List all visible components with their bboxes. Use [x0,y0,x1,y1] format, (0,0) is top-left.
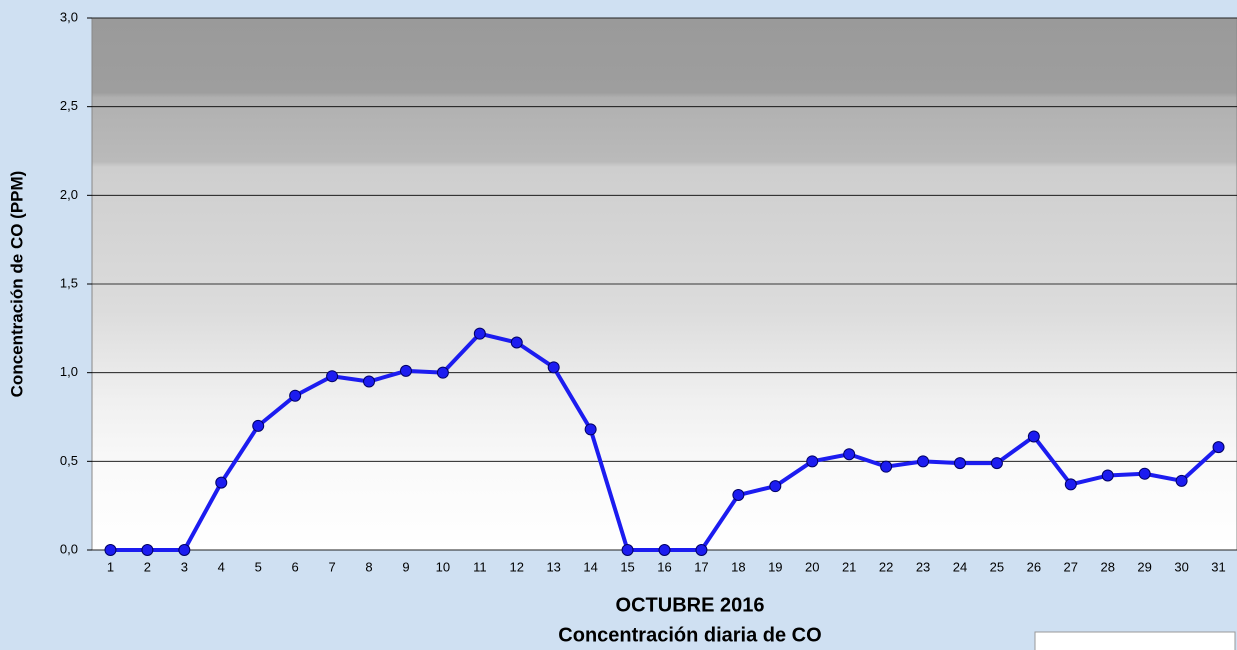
data-point [990,457,1003,470]
x-tick-label: 11 [473,559,487,574]
data-point [1101,469,1114,482]
x-tick-label: 25 [990,559,1004,574]
x-tick-label: 10 [436,559,450,574]
data-point [547,361,560,374]
data-point [215,476,228,489]
data-point [953,457,966,470]
x-tick-label: 31 [1211,559,1225,574]
data-point [806,455,819,468]
y-tick-label: 0,5 [60,453,78,468]
x-tick-label: 23 [916,559,930,574]
x-tick-label: 26 [1027,559,1041,574]
x-tick-label: 20 [805,559,819,574]
x-tick-label: 15 [620,559,634,574]
x-tick-label: 27 [1064,559,1078,574]
y-tick-label: 0,0 [60,541,78,556]
x-tick-label: 8 [365,559,372,574]
data-point [363,375,376,388]
data-point [436,366,449,379]
x-tick-label: 4 [218,559,225,574]
x-tick-label: 21 [842,559,856,574]
data-point [695,544,708,556]
x-tick-label: 28 [1100,559,1114,574]
data-point [658,544,671,556]
data-point [621,544,634,556]
x-tick-label: 9 [402,559,409,574]
data-point [584,423,597,436]
data-point [141,544,154,556]
y-tick-label: 1,5 [60,275,78,290]
data-point [769,480,782,493]
x-tick-label: 13 [546,559,560,574]
y-tick-label: 2,5 [60,98,78,113]
data-point [252,419,265,432]
data-point [1064,478,1077,491]
x-tick-label: 30 [1174,559,1188,574]
x-tick-label: 1 [107,559,114,574]
data-point [1212,441,1225,454]
x-tick-label: 22 [879,559,893,574]
x-tick-label: 2 [144,559,151,574]
data-point [1027,430,1040,443]
data-point [104,544,117,556]
y-axis-title: Concentración de CO (PPM) [7,171,26,398]
x-tick-label: 24 [953,559,967,574]
data-point [1175,474,1188,487]
data-point [1138,467,1151,480]
chart-subtitle: Concentración diaria de CO [558,624,821,646]
data-point [880,460,893,473]
x-tick-label: 5 [255,559,262,574]
data-point [843,448,856,461]
x-tick-label: 3 [181,559,188,574]
x-tick-label: 19 [768,559,782,574]
x-tick-label: 12 [510,559,524,574]
data-point [289,389,302,402]
legend-box [1034,631,1236,650]
data-point [326,370,339,383]
data-point [732,489,745,502]
x-tick-label: 18 [731,559,745,574]
x-tick-label: 16 [657,559,671,574]
data-point [178,544,191,556]
data-point [473,327,486,340]
chart-title: OCTUBRE 2016 [616,594,765,616]
data-point [510,336,523,349]
x-tick-label: 17 [694,559,708,574]
x-tick-label: 7 [328,559,335,574]
x-tick-label: 29 [1137,559,1151,574]
y-tick-label: 1,0 [60,364,78,379]
y-tick-label: 3,0 [60,9,78,24]
x-tick-label: 6 [292,559,299,574]
x-tick-label: 14 [583,559,597,574]
data-point [399,364,412,377]
y-tick-label: 2,0 [60,187,78,202]
data-point [917,455,930,468]
